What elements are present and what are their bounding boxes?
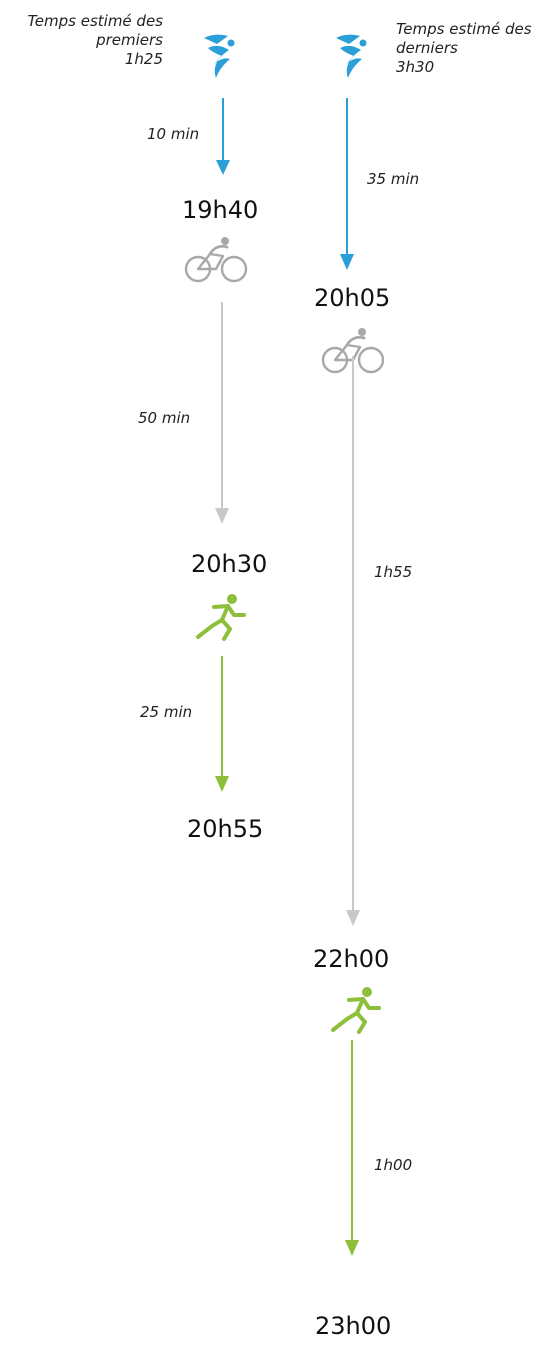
swim-duration-last: 35 min (367, 170, 420, 188)
header-first-line1: Temps estimé des (27, 12, 163, 30)
run-arrow-last (344, 1040, 360, 1258)
header-first-line2: premiers (96, 31, 163, 49)
header-first: Temps estimé des premiers 1h25 (5, 12, 163, 69)
swim-arrow-first (215, 98, 231, 176)
bike-duration-last: 1h55 (374, 563, 413, 581)
swim-arrow-last (339, 98, 355, 272)
runner-icon (327, 986, 385, 1034)
run-arrow-first (214, 656, 230, 794)
header-last-line1: Temps estimé des (396, 20, 532, 38)
bike-duration-first: 50 min (138, 409, 191, 427)
runner-icon (192, 593, 250, 641)
bike-end-time-last: 22h00 (313, 945, 390, 973)
swim-duration-first: 10 min (147, 125, 200, 143)
run-duration-last: 1h00 (374, 1156, 413, 1174)
header-last: Temps estimé des derniers 3h30 (396, 20, 542, 77)
swim-end-time-last: 20h05 (314, 284, 391, 312)
swimmer-icon (332, 25, 368, 81)
bike-end-time-first: 20h30 (191, 550, 268, 578)
run-end-time-first: 20h55 (187, 815, 264, 843)
swimmer-icon (200, 25, 236, 81)
run-end-time-last: 23h00 (315, 1312, 392, 1340)
bike-arrow-last (345, 356, 361, 928)
bike-arrow-first (214, 302, 230, 526)
cyclist-icon (320, 327, 386, 375)
header-last-line2: derniers (396, 39, 458, 57)
header-first-line3: 1h25 (124, 50, 163, 68)
run-duration-first: 25 min (140, 703, 193, 721)
cyclist-icon (183, 236, 249, 284)
header-last-line3: 3h30 (396, 58, 435, 76)
swim-end-time-first: 19h40 (182, 196, 259, 224)
